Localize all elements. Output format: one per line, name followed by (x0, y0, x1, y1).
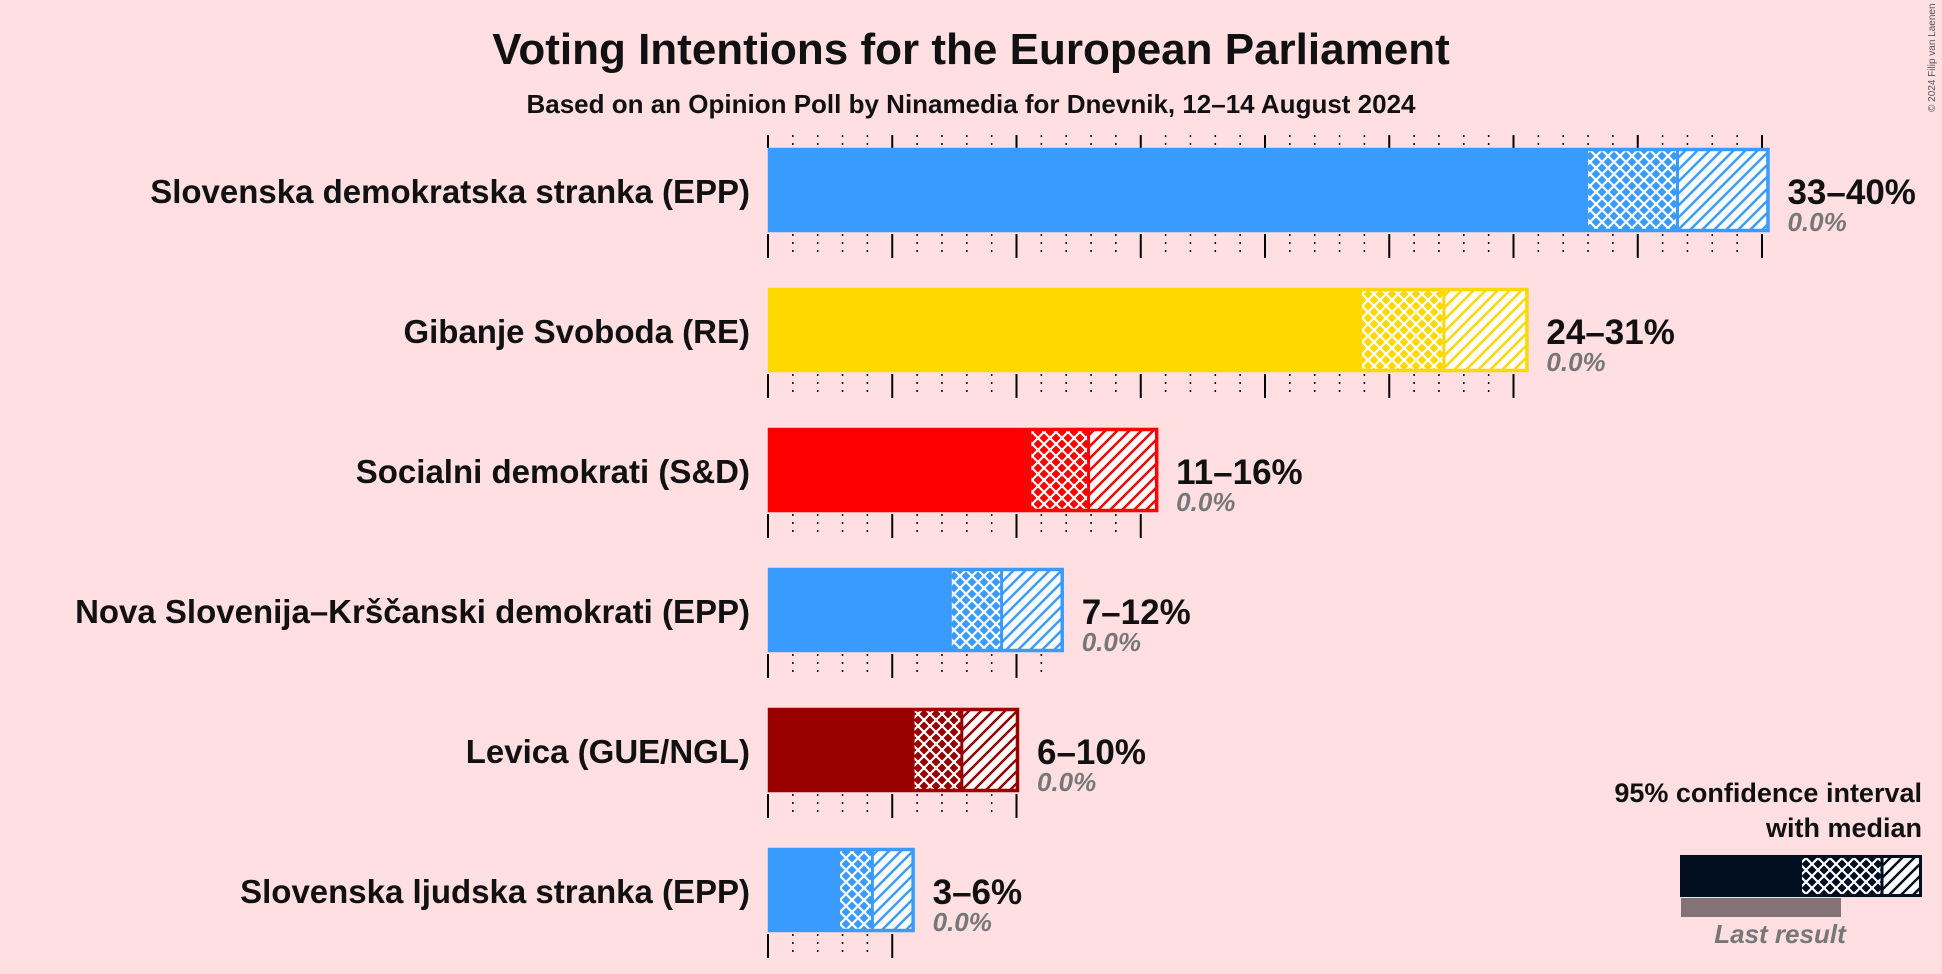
bar-solid (768, 428, 1032, 512)
last-result-label: 0.0% (1082, 627, 1141, 657)
legend-diagonal-bar (1882, 855, 1922, 897)
bar-solid (768, 568, 952, 652)
bar-outline (767, 567, 1064, 653)
bar-ci-upper (1001, 568, 1064, 652)
bar-ci-upper (872, 848, 915, 932)
bar-outline (767, 427, 1159, 513)
bar-solid (768, 288, 1362, 372)
bar-ci-lower (1361, 288, 1444, 372)
legend-solid-bar (1680, 855, 1802, 897)
range-label: 11–16% (1176, 453, 1303, 492)
legend-crosshatch-bar (1802, 855, 1882, 897)
legend-line-2: with median (1765, 813, 1922, 843)
legend-outline (1680, 855, 1922, 897)
range-label: 3–6% (933, 873, 1023, 912)
bar-ci-upper (1088, 428, 1159, 512)
bar-ci-lower (951, 568, 1002, 652)
range-label: 24–31% (1546, 313, 1674, 352)
legend-last-result-bar (1681, 898, 1841, 917)
last-result-label: 0.0% (1546, 347, 1605, 377)
bar-ci-upper (961, 708, 1019, 792)
legend-line-1: 95% confidence interval (1614, 778, 1922, 808)
bar-outline (767, 847, 915, 933)
last-result-label: 0.0% (933, 907, 992, 937)
party-label: Slovenska demokratska stranka (EPP) (150, 173, 750, 210)
gridlines (767, 135, 1763, 958)
last-result-label: 0.0% (1176, 487, 1235, 517)
bar-ci-upper (1677, 148, 1770, 232)
bar-ci-lower (1588, 148, 1678, 232)
party-label: Socialni demokrati (S&D) (356, 453, 750, 490)
chart-subtitle: Based on an Opinion Poll by Ninamedia fo… (526, 89, 1416, 119)
party-label: Slovenska ljudska stranka (EPP) (240, 873, 750, 910)
bar-ci-lower (914, 708, 962, 792)
bars-layer: Slovenska demokratska stranka (EPP) 33–40… (75, 147, 1916, 937)
bar-ci-upper (1443, 288, 1529, 372)
bar-outline (767, 147, 1770, 233)
range-label: 33–40% (1787, 173, 1915, 212)
party-label: Nova Slovenija–Krščanski demokrati (EPP) (75, 593, 750, 630)
bar-solid (768, 148, 1589, 232)
legend: 95% confidence interval with median Last… (1614, 778, 1922, 949)
last-result-label: 0.0% (1787, 207, 1846, 237)
party-label: Levica (GUE/NGL) (466, 733, 750, 770)
bar-ci-lower (840, 848, 873, 932)
range-label: 7–12% (1082, 593, 1191, 632)
copyright-text: © 2024 Filip van Laenen (1927, 3, 1938, 112)
bar-outline (767, 287, 1529, 373)
bar-outline (767, 707, 1020, 793)
party-label: Gibanje Svoboda (RE) (403, 313, 750, 350)
bar-solid (768, 848, 841, 932)
range-label: 6–10% (1037, 733, 1146, 772)
last-result-label: 0.0% (1037, 767, 1096, 797)
legend-last-result-label: Last result (1714, 919, 1847, 949)
bar-ci-lower (1031, 428, 1089, 512)
bar-solid (768, 708, 915, 792)
chart-title: Voting Intentions for the European Parli… (492, 25, 1450, 74)
